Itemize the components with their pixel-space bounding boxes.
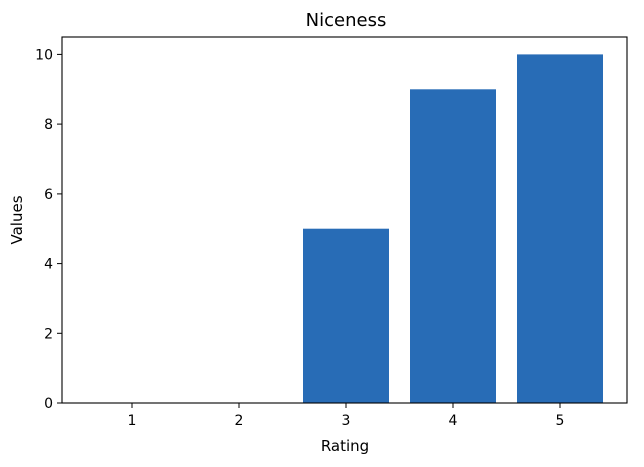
plot-frame [61,36,628,404]
x-tick-label: 5 [556,413,565,429]
x-tick-label: 4 [449,413,458,429]
y-tick-label: 2 [44,326,53,342]
chart-title: Niceness [306,10,387,31]
x-axis: 1 2 3 4 5 [128,403,565,429]
y-tick-label: 8 [44,117,53,133]
y-axis-title: Values [8,195,26,244]
x-tick-label: 1 [128,413,137,429]
bar-3 [303,228,389,403]
y-tick-label: 4 [44,257,53,273]
y-tick-label: 10 [35,47,53,63]
bar-4 [410,89,496,404]
x-tick-label: 3 [342,413,351,429]
x-axis-title: Rating [321,437,369,455]
y-tick-label: 0 [44,396,53,412]
x-tick-label: 2 [235,413,244,429]
y-tick-label: 6 [44,187,53,203]
y-axis: 0 2 4 6 8 10 [35,47,62,412]
bars-group [303,54,603,404]
bar-5 [517,54,603,404]
